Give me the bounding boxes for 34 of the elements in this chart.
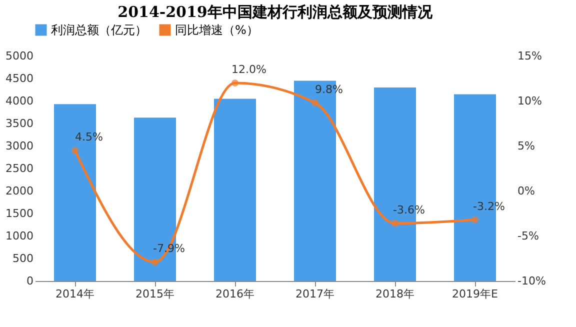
x-tick-label: 2015年 xyxy=(136,288,174,300)
legend-label: 利润总额（亿元） xyxy=(51,23,147,37)
y2-tick-label: 10% xyxy=(518,94,542,108)
y-tick-label: 4000 xyxy=(6,94,34,108)
y2-tick-label: -10% xyxy=(518,274,546,288)
y-tick-label: 0 xyxy=(26,274,34,288)
point xyxy=(151,258,159,266)
y-tick-label: 3500 xyxy=(6,117,34,130)
point xyxy=(311,99,319,106)
x-tick-label: 2019年E xyxy=(452,288,498,300)
bar xyxy=(214,98,256,281)
y-tick-label: 1000 xyxy=(6,230,34,242)
data-label: 12.0% xyxy=(232,63,266,76)
point xyxy=(231,79,239,87)
point xyxy=(391,220,399,227)
point xyxy=(71,146,79,154)
y-tick-label: 5000 xyxy=(6,50,34,62)
y2-tick-label: 5% xyxy=(518,140,535,152)
y2-tick-label: 15% xyxy=(518,50,542,62)
x-tick-label: 2018年 xyxy=(376,288,414,300)
y2-tick-label: -5% xyxy=(518,230,539,242)
chart-title: 2014-2019年中国建材行利润总额及预测情况 xyxy=(118,3,434,21)
point xyxy=(471,216,479,224)
x-tick-label: 2016年 xyxy=(216,288,254,300)
x-tick-label: 2014年 xyxy=(56,288,94,300)
x-tick-label: 2017年 xyxy=(296,288,334,300)
y2-tick-label: 0% xyxy=(518,184,535,198)
y-tick-label: 3000 xyxy=(6,140,34,152)
legend-label: 同比增速（%） xyxy=(175,23,258,37)
y-tick-label: 2500 xyxy=(6,162,34,175)
y-tick-label: 500 xyxy=(12,252,34,265)
y-tick-label: 2000 xyxy=(6,184,34,198)
y-tick-label: 4500 xyxy=(6,72,34,85)
y-tick-label: 1500 xyxy=(6,207,34,220)
